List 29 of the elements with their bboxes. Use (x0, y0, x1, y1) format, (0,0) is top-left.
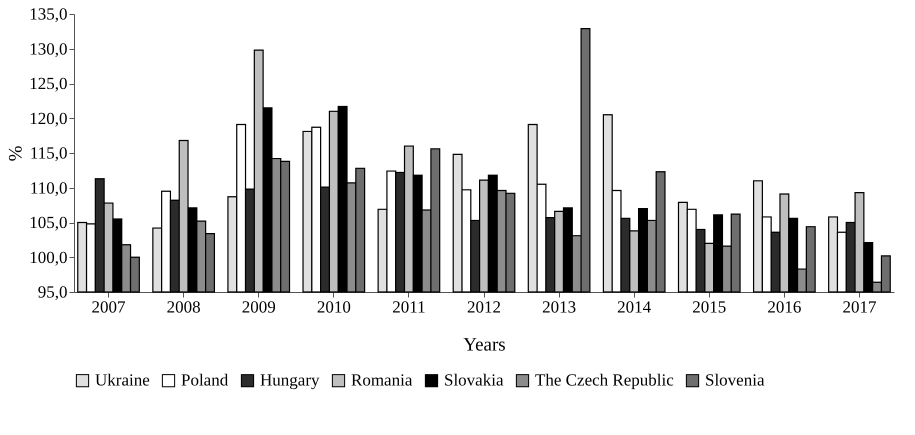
legend-label: Ukraine (95, 370, 150, 390)
legend-label: Hungary (260, 370, 320, 390)
x-tick-label: 2011 (392, 298, 426, 316)
y-tick-label: 110,0 (30, 178, 68, 198)
y-tick-label: 95,0 (38, 282, 68, 302)
y-tick-label: 135,0 (29, 4, 68, 24)
x-tick-label: 2012 (467, 298, 501, 316)
x-tick-label: 2013 (542, 298, 576, 316)
y-tick-label: 105,0 (29, 213, 68, 232)
x-tick-label: 2009 (242, 298, 276, 316)
y-axis-title: % (5, 145, 26, 162)
legend-label: Slovakia (444, 370, 504, 390)
legend-label: The Czech Republic (535, 370, 674, 390)
y-tick-label: 115,0 (30, 144, 68, 162)
x-tick-label: 2010 (316, 298, 351, 316)
y-tick-label: 125,0 (29, 74, 68, 93)
y-tick-label: 100,0 (29, 248, 68, 267)
x-tick-label: 2008 (166, 298, 201, 316)
x-tick-label: 2016 (767, 298, 802, 316)
y-tick-label: 130,0 (29, 39, 68, 58)
legend-label: Slovenia (705, 370, 765, 390)
x-axis-title: Years (463, 334, 506, 356)
legend-label: Poland (181, 370, 229, 390)
x-tick-label: 2015 (692, 298, 726, 316)
y-tick-label: 120,0 (29, 108, 68, 128)
x-tick-label: 2007 (92, 298, 126, 316)
legend-label: Romania (351, 370, 413, 390)
x-tick-label: 2014 (617, 298, 652, 316)
x-tick-label: 2017 (842, 298, 877, 316)
